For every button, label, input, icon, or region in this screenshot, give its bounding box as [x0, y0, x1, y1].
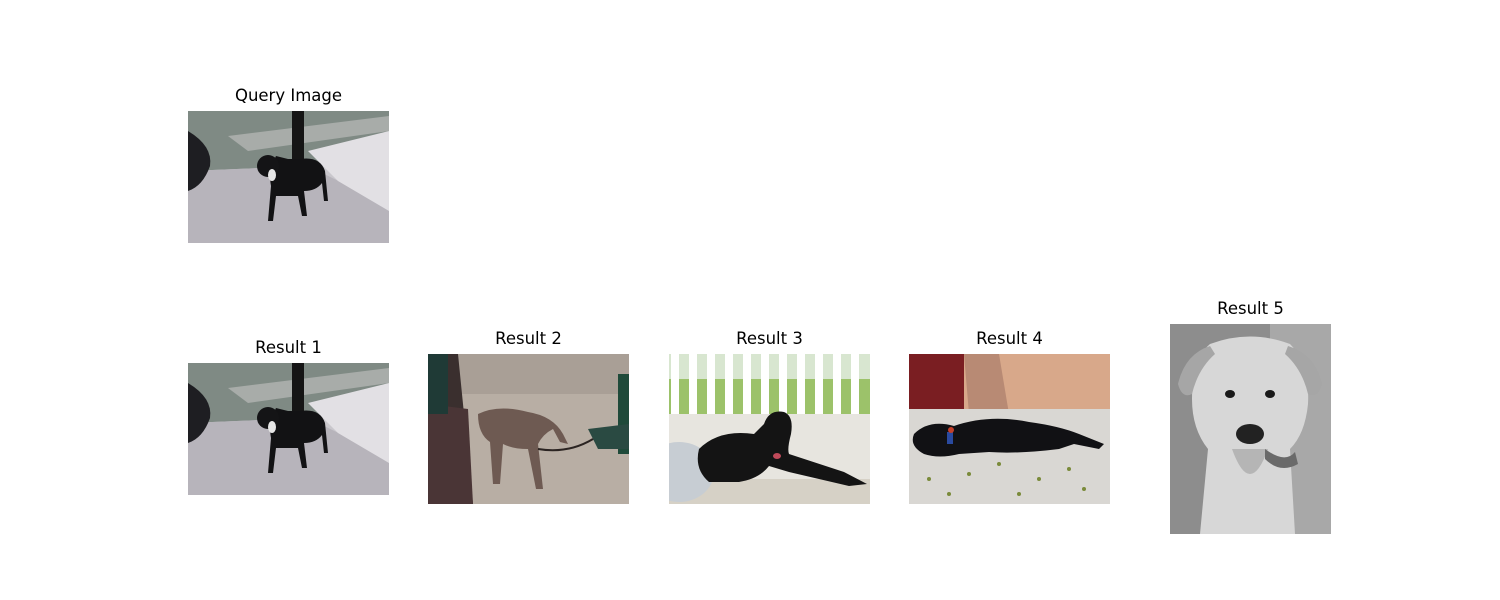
- result-4-panel: Result 4: [909, 329, 1110, 504]
- result-1-image: [188, 363, 389, 495]
- result-3-image: [669, 354, 870, 504]
- result-2-title: Result 2: [495, 329, 562, 348]
- result-5-image: [1170, 324, 1331, 534]
- result-2-panel: Result 2: [428, 329, 629, 504]
- result-1-title: Result 1: [255, 338, 322, 357]
- result-3-panel: Result 3: [669, 329, 870, 504]
- result-2-image: [428, 354, 629, 504]
- query-panel: Query Image: [188, 86, 389, 243]
- result-3-title: Result 3: [736, 329, 803, 348]
- result-1-panel: Result 1: [188, 338, 389, 495]
- result-4-image: [909, 354, 1110, 504]
- query-image: [188, 111, 389, 243]
- result-5-panel: Result 5: [1170, 299, 1331, 534]
- result-5-title: Result 5: [1217, 299, 1284, 318]
- result-4-title: Result 4: [976, 329, 1043, 348]
- query-title: Query Image: [234, 86, 343, 105]
